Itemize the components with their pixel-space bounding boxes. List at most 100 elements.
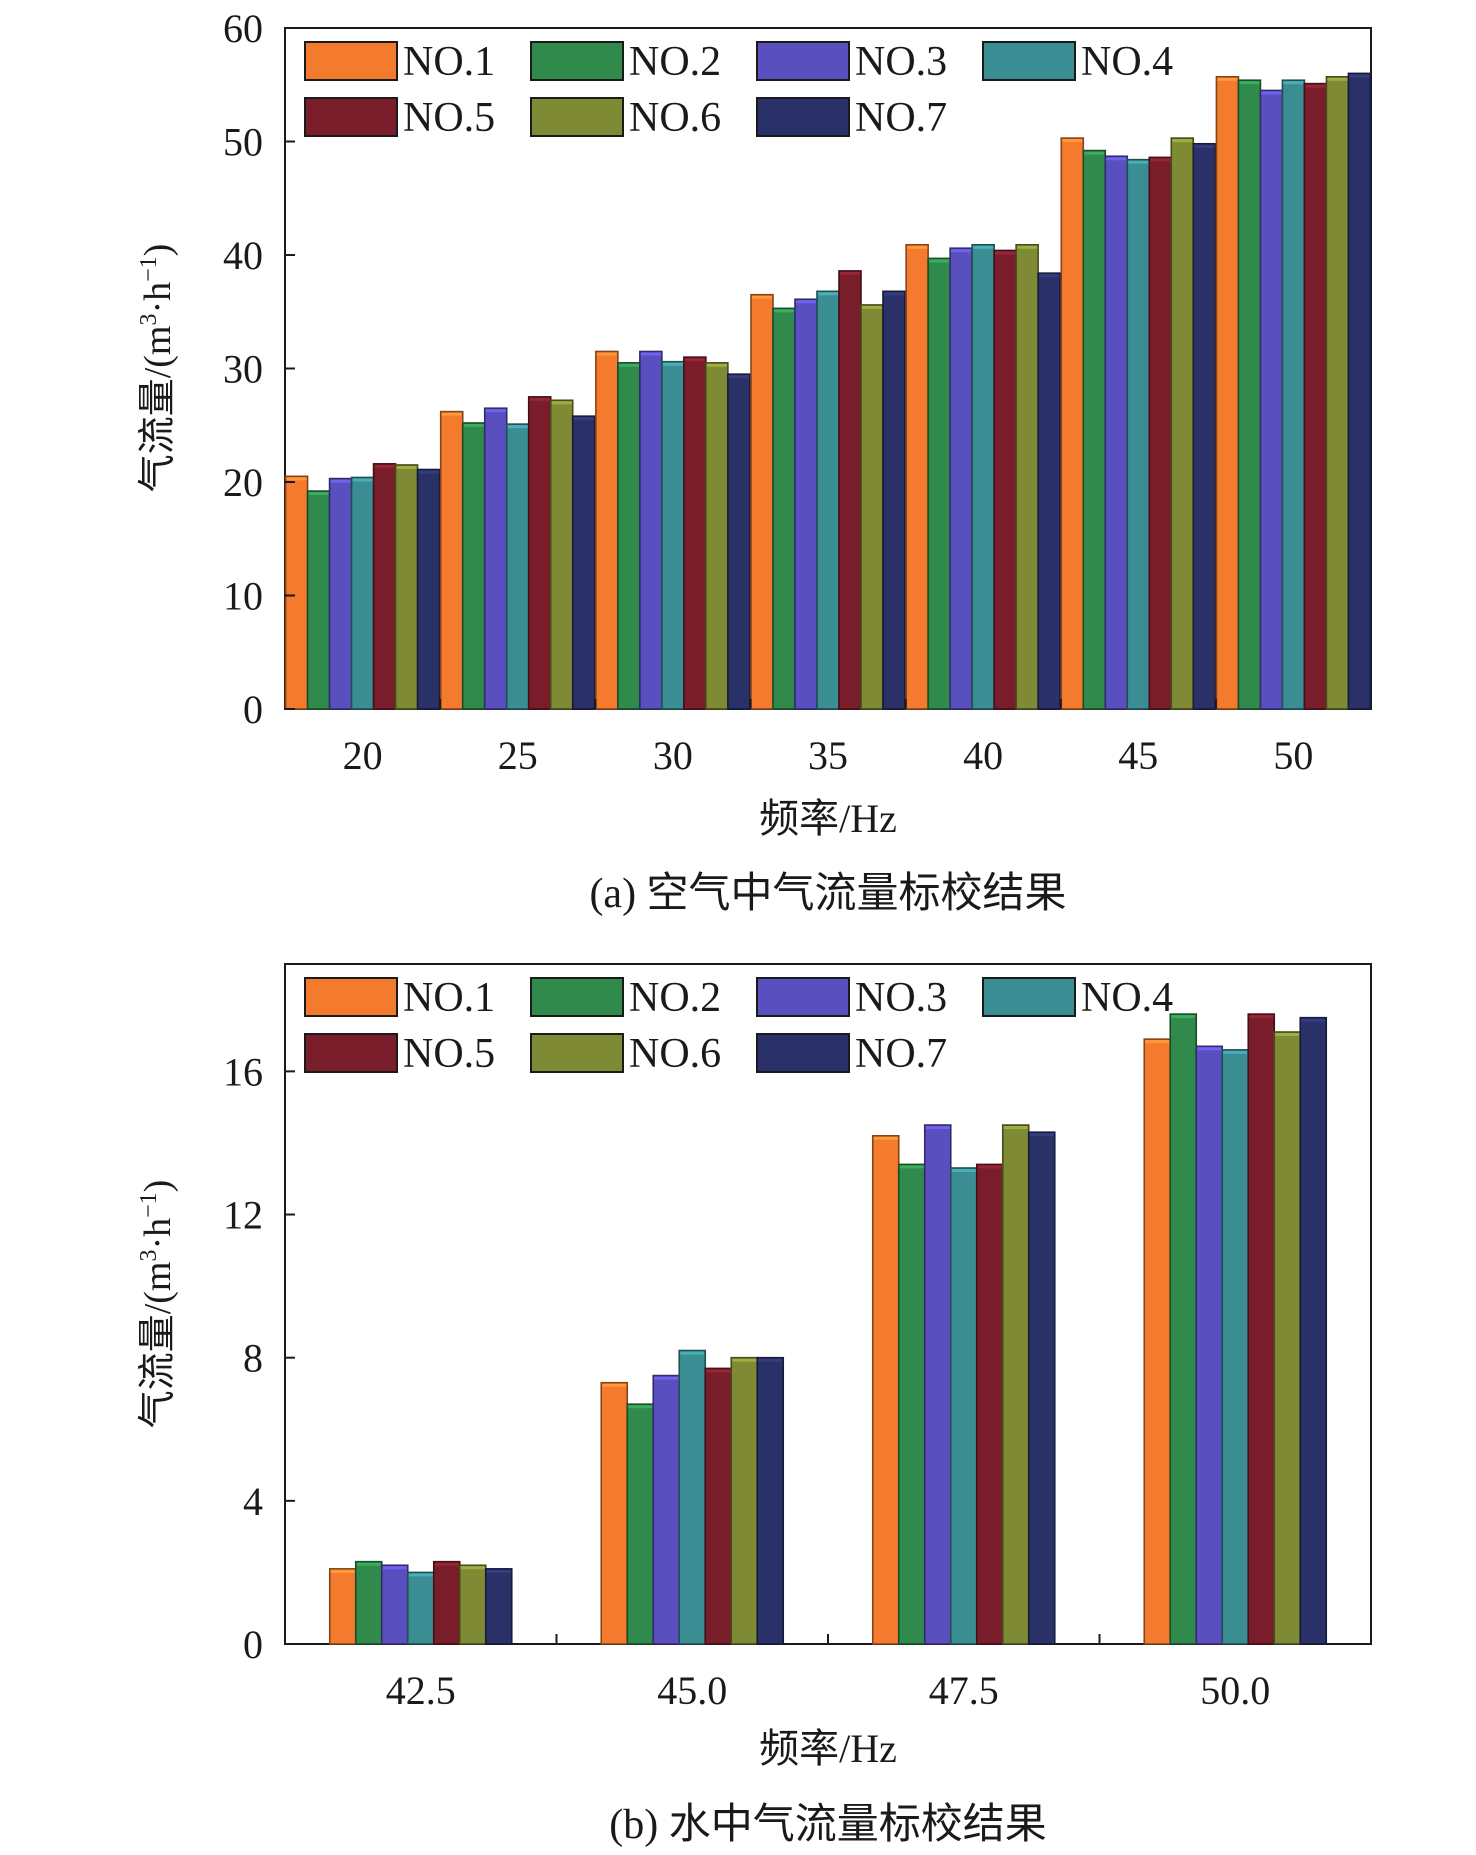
chart-a-bar-no2-25 <box>461 422 486 710</box>
chart-b-bar-highlight <box>460 1566 485 1570</box>
chart-b-bar-no2-47_5 <box>897 1163 926 1645</box>
chart-a-x-tick-label: 35 <box>808 733 848 778</box>
chart-a-bar-highlight <box>396 465 417 469</box>
legend-label-no2: NO.2 <box>629 975 721 1021</box>
chart-a-bar-highlight <box>1217 77 1238 81</box>
legend-label-no2: NO.2 <box>629 39 721 85</box>
legend-swatch-no7 <box>756 97 850 137</box>
chart-b-bar-highlight <box>1223 1050 1248 1054</box>
chart-a-bar-highlight <box>374 464 395 468</box>
chart-a-bar-highlight <box>441 412 462 416</box>
chart-a-x-tick-label: 50 <box>1273 733 1313 778</box>
chart-b-bar-highlight <box>356 1562 381 1566</box>
chart-b-bar-no3-42_5 <box>380 1564 409 1645</box>
chart-a-bar-no3-50 <box>1259 89 1284 710</box>
chart-a-bar-no7-20 <box>416 468 441 710</box>
chart-a-bar-no5-25 <box>527 396 552 710</box>
chart-a-bar-highlight <box>618 363 639 367</box>
legend-swatch-no3 <box>756 41 850 81</box>
chart-a-bar-highlight <box>1261 91 1282 95</box>
chart-a-bar-highlight <box>1239 81 1260 85</box>
chart-b-bar-no6-47_5 <box>1001 1124 1030 1645</box>
legend-label-no4: NO.4 <box>1081 39 1173 85</box>
chart-a-bar-highlight <box>774 309 794 313</box>
chart-a-bar-no1-35 <box>750 293 774 710</box>
legend-swatch-no1 <box>304 977 398 1017</box>
chart-a-bar-highlight <box>907 245 928 249</box>
chart-a-x-tick-label: 25 <box>498 733 538 778</box>
chart-b-bar-highlight <box>951 1169 976 1172</box>
chart-b-bar-highlight <box>1171 1015 1196 1019</box>
chart-a-bar-no5-30 <box>683 356 707 710</box>
chart-a-bar-highlight <box>1305 84 1326 88</box>
chart-b-bar-highlight <box>899 1165 924 1169</box>
chart-a-bar-highlight <box>640 352 661 356</box>
chart-a-bar-no4-25 <box>505 423 530 710</box>
legend-swatch-no1 <box>304 41 398 81</box>
chart-a-bar-no6-20 <box>394 464 419 710</box>
chart-b-bar-highlight <box>1301 1018 1326 1022</box>
chart-a-y-tick-label: 10 <box>223 574 263 619</box>
chart-b-bar-highlight <box>1029 1133 1054 1137</box>
chart-a-y-tick-label: 30 <box>223 347 263 392</box>
chart-a-bar-highlight <box>507 425 528 429</box>
chart-a-y-tick-label: 60 <box>223 6 263 51</box>
chart-a-bar-no6-35 <box>860 304 884 710</box>
chart-b-bar-no2-45_0 <box>626 1403 655 1645</box>
chart-a-y-tick-label: 0 <box>243 687 263 732</box>
chart-a-bar-highlight <box>1062 139 1083 143</box>
chart-a-bar-no2-50 <box>1237 79 1262 710</box>
chart-a-bar-highlight <box>1349 74 1370 78</box>
chart-a-y-ticks: 0 10 20 30 40 50 60 <box>223 6 295 732</box>
chart-a-legend: NO.1 NO.2 NO.3 NO.4 NO.5 NO.6 NO.7 <box>304 39 1173 141</box>
legend-label-no7: NO.7 <box>855 95 947 141</box>
chart-b-bar-highlight <box>706 1369 731 1373</box>
chart-a-bar-no2-30 <box>617 362 641 710</box>
chart-a-bar-no5-40 <box>993 249 1017 710</box>
chart-b-bar-no1-42_5 <box>328 1568 357 1645</box>
chart-a-bar-no1-50 <box>1215 76 1240 710</box>
chart-b-bar-no3-45_0 <box>652 1374 681 1645</box>
chart-b-bar-no6-50_0 <box>1273 1031 1302 1645</box>
chart-b-bar-no4-42_5 <box>406 1571 435 1645</box>
chart-b-y-axis-label-mid: ·h <box>137 1218 179 1250</box>
chart-b-x-ticks: 42.5 45.0 47.5 50.0 <box>386 1634 1270 1713</box>
chart-a-bar-highlight <box>973 245 994 249</box>
chart-b-bar-no4-50_0 <box>1221 1049 1250 1645</box>
chart-b-bar-no1-45_0 <box>600 1381 629 1645</box>
chart-b-y-tick-label: 8 <box>243 1336 263 1381</box>
chart-b-y-tick-label: 12 <box>223 1193 263 1238</box>
legend-label-no5: NO.5 <box>403 1031 495 1077</box>
chart-a-bar-no3-20 <box>328 477 353 710</box>
chart-a-y-axis-label-sup2: −1 <box>136 256 162 282</box>
chart-b-bar-no5-45_0 <box>704 1367 733 1645</box>
legend-label-no6: NO.6 <box>629 1031 721 1077</box>
chart-a-bars <box>284 72 1372 710</box>
legend-swatch-no4 <box>982 977 1076 1017</box>
chart-b-bar-no7-50_0 <box>1299 1016 1328 1645</box>
chart-b-y-axis-label-end: ) <box>137 1180 179 1193</box>
chart-a-bar-no1-45 <box>1060 137 1085 710</box>
chart-a-bar-no5-45 <box>1148 156 1173 710</box>
chart-a-bar-no1-20 <box>284 475 309 710</box>
chart-a-bar-no1-25 <box>439 410 464 710</box>
legend-label-no6: NO.6 <box>629 95 721 141</box>
chart-a-bar-no7-30 <box>727 373 751 710</box>
legend-swatch-no2 <box>530 41 624 81</box>
chart-a-bar-no7-25 <box>571 415 596 710</box>
chart-b-bar-no4-45_0 <box>678 1349 707 1645</box>
chart-a-bar-no2-20 <box>306 490 331 710</box>
chart-b-bar-highlight <box>732 1358 757 1362</box>
legend-swatch-no3 <box>756 977 850 1017</box>
chart-b-bar-highlight <box>408 1573 433 1577</box>
chart-a-bar-no4-20 <box>350 476 375 710</box>
chart-b-bar-highlight <box>654 1376 679 1380</box>
chart-b-bar-no3-50_0 <box>1195 1045 1224 1645</box>
chart-a-bar-no6-40 <box>1015 243 1039 710</box>
chart-a-x-tick-label: 30 <box>653 733 693 778</box>
chart-b-legend: NO.1 NO.2 NO.3 NO.4 NO.5 NO.6 NO.7 <box>304 975 1173 1077</box>
chart-a-bar-highlight <box>1084 151 1105 155</box>
chart-a-bar-no7-45 <box>1192 142 1217 710</box>
chart-a-bar-no3-30 <box>639 350 663 710</box>
